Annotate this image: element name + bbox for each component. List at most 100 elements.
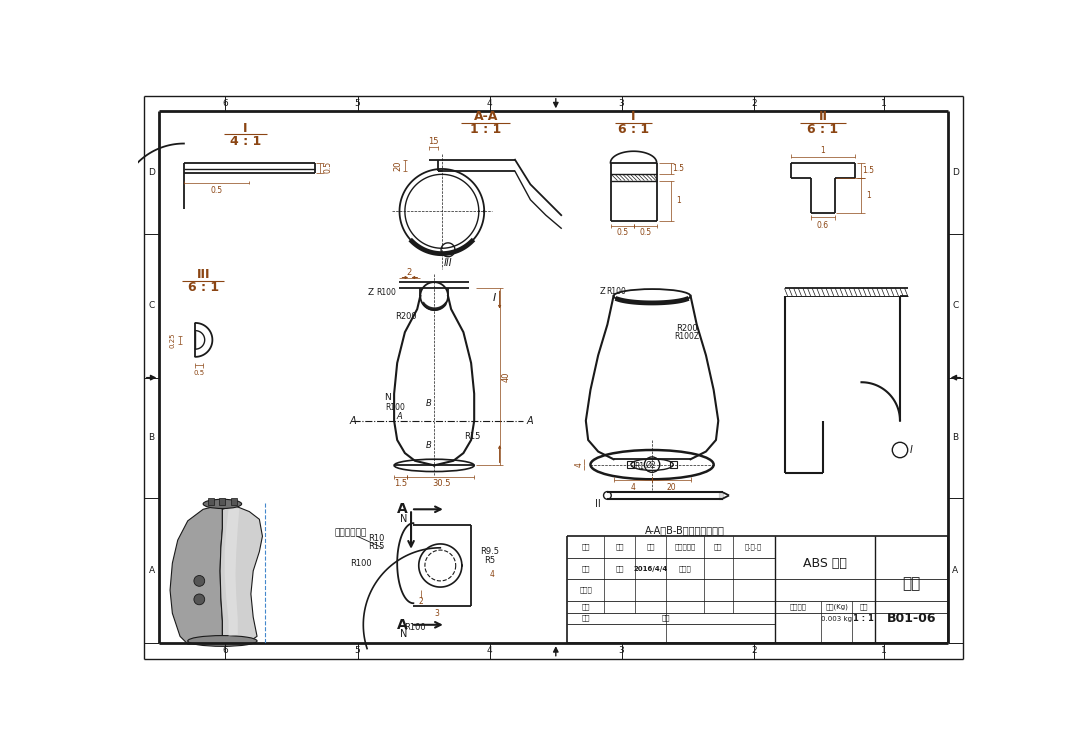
Text: 4: 4 (487, 646, 492, 655)
Text: 4: 4 (487, 99, 492, 108)
Text: 0.003 kg: 0.003 kg (822, 616, 852, 622)
Bar (626, 461, 634, 468)
Text: 设计: 设计 (582, 565, 590, 572)
Text: 郑明: 郑明 (616, 565, 624, 572)
Text: 6: 6 (222, 646, 228, 655)
Polygon shape (719, 492, 723, 498)
Text: I: I (632, 110, 636, 123)
Text: A-A、B-B截面轮廓同上壳: A-A、B-B截面轮廓同上壳 (645, 525, 725, 535)
Text: R9.5: R9.5 (481, 547, 499, 556)
Text: 标准化: 标准化 (679, 565, 691, 572)
Text: 阶段标记: 阶段标记 (789, 604, 807, 610)
Text: A: A (953, 566, 959, 575)
Text: 4: 4 (631, 483, 635, 492)
Text: 处数: 处数 (616, 544, 624, 551)
Text: 批准: 批准 (662, 615, 671, 622)
Text: 4 : 1: 4 : 1 (230, 134, 261, 148)
Ellipse shape (203, 499, 242, 509)
Text: R200: R200 (395, 312, 417, 321)
Text: II: II (595, 499, 602, 509)
Text: 1: 1 (821, 146, 825, 155)
Text: 0.5: 0.5 (323, 161, 333, 173)
Text: D: D (951, 168, 959, 177)
Text: 0.5: 0.5 (639, 228, 652, 237)
Text: I: I (910, 445, 913, 455)
Text: 2: 2 (419, 597, 423, 606)
Text: 2016/4/4: 2016/4/4 (633, 565, 667, 571)
Text: R100: R100 (386, 403, 406, 412)
Text: 3: 3 (434, 609, 438, 618)
Text: D: D (148, 168, 156, 177)
Text: 3: 3 (619, 646, 624, 655)
Text: 1 : 1: 1 : 1 (853, 614, 874, 623)
Text: 1.5: 1.5 (394, 480, 407, 489)
Text: 更改文件号: 更改文件号 (675, 544, 696, 551)
Circle shape (194, 594, 205, 605)
Text: 3: 3 (619, 99, 624, 108)
Text: 4: 4 (575, 462, 583, 467)
Text: 比例: 比例 (860, 604, 868, 610)
Text: 工艺: 工艺 (582, 615, 590, 622)
Polygon shape (225, 509, 240, 636)
Text: 6 : 1: 6 : 1 (808, 123, 838, 136)
Text: 重量(Kg): 重量(Kg) (825, 604, 848, 610)
Text: R100: R100 (350, 559, 372, 568)
Text: R100: R100 (404, 622, 426, 632)
Text: 0.5: 0.5 (617, 228, 629, 237)
Text: C: C (953, 301, 959, 310)
Text: 1: 1 (881, 99, 887, 108)
Text: A-A: A-A (473, 110, 498, 123)
Text: II: II (819, 110, 827, 123)
Bar (231, 498, 237, 506)
Text: 6 : 1: 6 : 1 (618, 123, 649, 136)
Text: B01-06: B01-06 (887, 612, 936, 625)
Text: 1: 1 (676, 196, 680, 205)
Text: R100: R100 (377, 288, 396, 297)
Text: III: III (444, 258, 453, 268)
Text: 15: 15 (428, 137, 438, 146)
Text: 40: 40 (502, 371, 511, 382)
Text: 4: 4 (489, 570, 495, 579)
Text: R15: R15 (368, 542, 384, 551)
Text: 30.5: 30.5 (432, 480, 450, 489)
Text: 0.25: 0.25 (170, 332, 175, 347)
Text: A: A (396, 502, 407, 516)
Text: ABS 塑料: ABS 塑料 (804, 557, 847, 570)
Text: 1.5: 1.5 (863, 166, 875, 175)
Text: R100Z: R100Z (674, 332, 699, 341)
Text: 2: 2 (751, 646, 756, 655)
Text: 1.5: 1.5 (672, 164, 685, 173)
Text: B: B (426, 400, 432, 409)
Text: 20: 20 (666, 483, 676, 492)
Text: 1: 1 (881, 646, 887, 655)
Text: 年.月.日: 年.月.日 (745, 544, 762, 551)
Text: B: B (426, 441, 432, 450)
Text: 签名: 签名 (714, 544, 723, 551)
Text: 分区: 分区 (646, 544, 654, 551)
Circle shape (194, 575, 205, 586)
Text: 跟相邻面相切: 跟相邻面相切 (334, 528, 366, 537)
Text: 5: 5 (354, 646, 361, 655)
Text: A: A (396, 618, 407, 632)
Text: Z: Z (599, 287, 605, 296)
Text: I: I (492, 293, 496, 303)
Text: 下壳: 下壳 (903, 577, 920, 592)
Text: A: A (526, 416, 532, 426)
Bar (219, 498, 226, 506)
Text: A: A (396, 412, 403, 421)
Bar (207, 498, 214, 506)
Text: 5: 5 (354, 99, 361, 108)
Text: N: N (400, 513, 407, 524)
Text: A: A (350, 416, 356, 426)
Text: Ø2: Ø2 (646, 461, 657, 470)
Text: B: B (148, 433, 154, 442)
Text: 1: 1 (866, 190, 870, 199)
Text: A: A (148, 566, 154, 575)
Text: R100: R100 (607, 287, 626, 296)
Text: 0.6: 0.6 (816, 220, 829, 229)
Text: I: I (243, 122, 247, 134)
Text: N: N (384, 393, 391, 402)
Text: 20: 20 (393, 161, 403, 171)
Polygon shape (170, 506, 222, 644)
Text: Z: Z (368, 288, 374, 297)
